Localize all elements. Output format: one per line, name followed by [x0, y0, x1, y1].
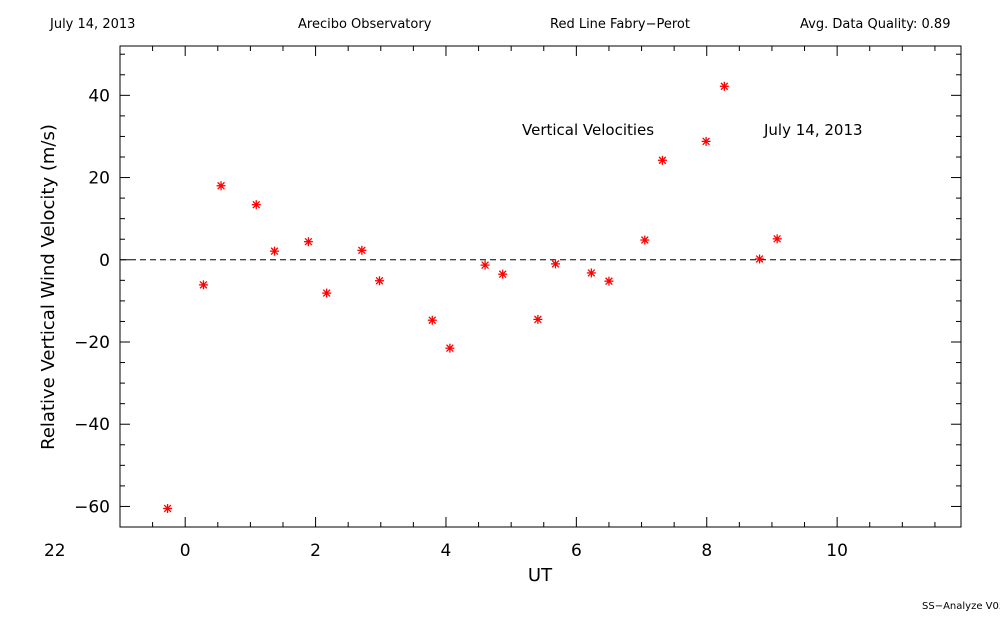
- data-point: [604, 276, 614, 286]
- data-point: [322, 288, 332, 298]
- software-version: SS−Analyze V05: [922, 601, 1000, 612]
- tick-labels: 22 0 2 4 6 8 10 −60 −40 −20 0 20 40: [44, 86, 848, 561]
- data-point: [251, 200, 261, 210]
- y-axis-label: Relative Vertical Wind Velocity (m/s): [38, 124, 59, 450]
- data-point: [270, 246, 280, 256]
- data-point: [719, 81, 729, 91]
- data-point: [755, 254, 765, 264]
- y-tick-label: −60: [74, 497, 110, 517]
- data-point: [163, 504, 173, 513]
- data-point: [701, 136, 711, 146]
- plot-frame: [119, 45, 962, 528]
- data-point: [198, 280, 208, 290]
- data-point: [772, 234, 782, 244]
- y-tick-label: 0: [99, 251, 110, 271]
- data-point: [657, 155, 667, 165]
- y-tick-label: −20: [74, 333, 110, 353]
- data-point: [533, 314, 543, 324]
- x-tick-label: 10: [826, 541, 848, 561]
- data-point: [427, 315, 437, 325]
- x-axis-label: UT: [528, 565, 553, 586]
- x-tick-label: 2: [310, 541, 321, 561]
- x-tick-label: 6: [571, 541, 582, 561]
- annotation-title: Vertical Velocities: [522, 121, 654, 139]
- x-tick-label: 22: [44, 541, 66, 561]
- header-data-quality: Avg. Data Quality: 0.89: [800, 17, 951, 32]
- x-tick-label: 8: [701, 541, 712, 561]
- header-date: July 14, 2013: [50, 17, 136, 32]
- y-tick-label: 20: [88, 169, 110, 189]
- annotation-date: July 14, 2013: [763, 121, 863, 139]
- x-tick-label: 0: [180, 541, 191, 561]
- header-observatory: Arecibo Observatory: [298, 17, 432, 32]
- data-point: [303, 237, 313, 247]
- data-point: [586, 268, 596, 278]
- y-tick-label: 40: [88, 86, 110, 106]
- data-point: [374, 276, 384, 286]
- data-point: [640, 235, 650, 245]
- axis-ticks: [119, 46, 961, 528]
- header-instrument: Red Line Fabry−Perot: [550, 17, 690, 32]
- data-point: [480, 260, 490, 270]
- data-point: [550, 259, 560, 269]
- y-tick-label: −40: [74, 415, 110, 435]
- x-tick-label: 4: [441, 541, 452, 561]
- data-point: [445, 343, 455, 353]
- data-point: [357, 245, 367, 255]
- data-point: [216, 181, 226, 191]
- data-points: [163, 81, 782, 513]
- plot-border: [119, 45, 962, 528]
- data-point: [498, 269, 508, 279]
